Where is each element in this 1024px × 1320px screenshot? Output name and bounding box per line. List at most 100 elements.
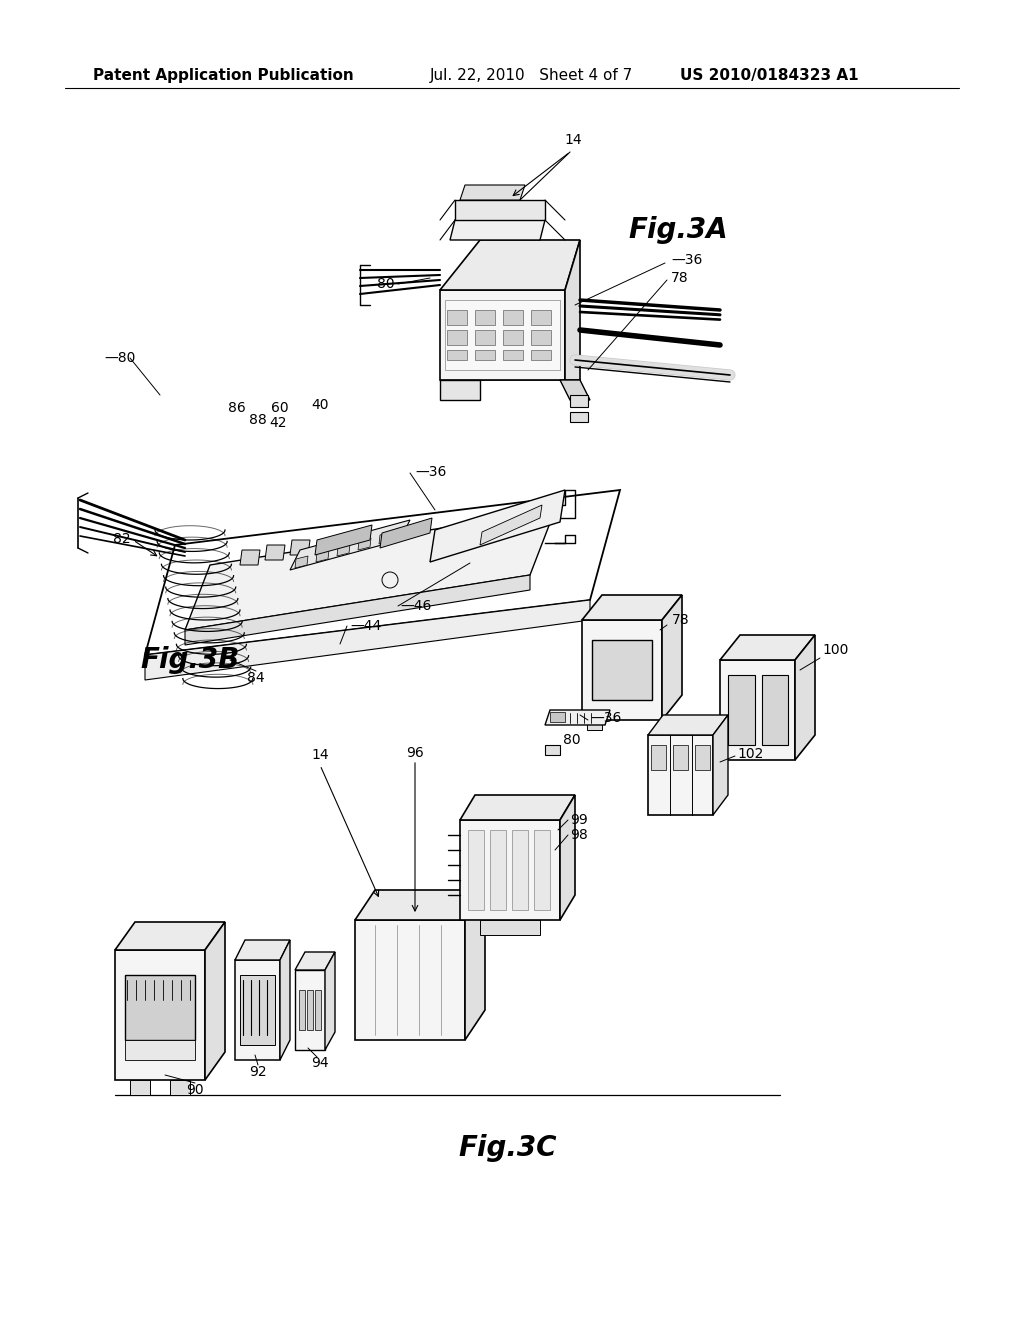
Bar <box>480 920 540 935</box>
Polygon shape <box>280 940 290 1060</box>
Bar <box>475 310 495 325</box>
Polygon shape <box>295 952 335 970</box>
Polygon shape <box>265 545 285 560</box>
Polygon shape <box>130 1080 150 1096</box>
Text: 42: 42 <box>269 416 287 430</box>
Polygon shape <box>480 506 542 545</box>
Bar <box>315 990 321 1030</box>
Polygon shape <box>115 921 225 950</box>
Text: 102: 102 <box>737 747 763 762</box>
Bar <box>475 350 495 360</box>
Polygon shape <box>713 715 728 814</box>
Text: 92: 92 <box>249 1065 267 1078</box>
Polygon shape <box>460 795 575 820</box>
Text: 14: 14 <box>311 748 329 762</box>
Text: 96: 96 <box>407 746 424 760</box>
Polygon shape <box>440 380 480 400</box>
Polygon shape <box>125 975 195 1040</box>
Polygon shape <box>560 795 575 920</box>
Text: —36: —36 <box>415 465 446 479</box>
Polygon shape <box>728 675 755 744</box>
Polygon shape <box>355 890 485 920</box>
Bar <box>531 350 551 360</box>
Polygon shape <box>234 960 280 1060</box>
Polygon shape <box>455 201 545 220</box>
Polygon shape <box>795 635 815 760</box>
Polygon shape <box>720 635 815 660</box>
Polygon shape <box>587 719 602 730</box>
Polygon shape <box>205 921 225 1080</box>
Bar <box>512 830 528 909</box>
Text: 78: 78 <box>671 271 688 285</box>
Polygon shape <box>560 380 590 400</box>
Bar <box>447 310 467 325</box>
Text: 99: 99 <box>570 813 588 828</box>
Polygon shape <box>720 660 795 760</box>
Polygon shape <box>565 240 580 380</box>
Polygon shape <box>460 185 525 201</box>
Polygon shape <box>465 890 485 1040</box>
Text: 78: 78 <box>672 612 689 627</box>
Polygon shape <box>445 300 560 370</box>
Polygon shape <box>545 710 610 725</box>
Polygon shape <box>450 220 545 240</box>
Text: 84: 84 <box>247 671 265 685</box>
Polygon shape <box>440 290 565 380</box>
Polygon shape <box>337 544 350 556</box>
Text: 88: 88 <box>249 413 267 426</box>
Bar <box>570 395 588 407</box>
Polygon shape <box>325 952 335 1049</box>
Bar <box>503 310 523 325</box>
Text: —36: —36 <box>590 711 622 725</box>
Text: 90: 90 <box>186 1082 204 1097</box>
Polygon shape <box>240 975 275 1045</box>
Text: —36: —36 <box>671 253 702 267</box>
Polygon shape <box>185 510 555 630</box>
Text: —46: —46 <box>400 599 431 612</box>
Polygon shape <box>145 601 590 680</box>
Bar <box>534 830 550 909</box>
Polygon shape <box>460 820 560 920</box>
Polygon shape <box>440 240 580 290</box>
Polygon shape <box>582 620 662 719</box>
Bar <box>447 350 467 360</box>
Text: 82: 82 <box>114 532 131 546</box>
Polygon shape <box>295 970 325 1049</box>
Bar <box>307 990 313 1030</box>
Text: Fig.3B: Fig.3B <box>140 645 240 675</box>
Text: 86: 86 <box>228 401 246 414</box>
Polygon shape <box>358 539 371 550</box>
Bar <box>673 744 688 770</box>
Polygon shape <box>185 576 530 645</box>
Polygon shape <box>355 920 465 1040</box>
Polygon shape <box>648 735 713 814</box>
Polygon shape <box>170 1080 190 1096</box>
Text: 98: 98 <box>570 828 588 842</box>
Polygon shape <box>234 940 290 960</box>
Text: Jul. 22, 2010   Sheet 4 of 7: Jul. 22, 2010 Sheet 4 of 7 <box>430 69 633 83</box>
Text: 80: 80 <box>378 277 395 290</box>
Text: Fig.3C: Fig.3C <box>459 1134 557 1162</box>
Bar <box>299 990 305 1030</box>
Bar <box>447 330 467 345</box>
Polygon shape <box>380 517 432 548</box>
Polygon shape <box>316 550 329 562</box>
Bar <box>550 711 565 722</box>
Bar <box>545 744 560 755</box>
Text: US 2010/0184323 A1: US 2010/0184323 A1 <box>680 69 859 83</box>
Polygon shape <box>430 490 565 562</box>
Polygon shape <box>290 540 310 554</box>
Polygon shape <box>648 715 728 735</box>
Bar <box>570 412 588 422</box>
Text: 60: 60 <box>271 401 289 414</box>
Text: Patent Application Publication: Patent Application Publication <box>93 69 353 83</box>
Bar <box>531 330 551 345</box>
Polygon shape <box>290 520 410 570</box>
Polygon shape <box>115 950 205 1080</box>
Polygon shape <box>592 640 652 700</box>
Text: 80: 80 <box>563 733 581 747</box>
Polygon shape <box>295 556 308 568</box>
Polygon shape <box>379 532 392 544</box>
Text: —44: —44 <box>350 619 381 634</box>
Text: —80: —80 <box>104 351 135 366</box>
